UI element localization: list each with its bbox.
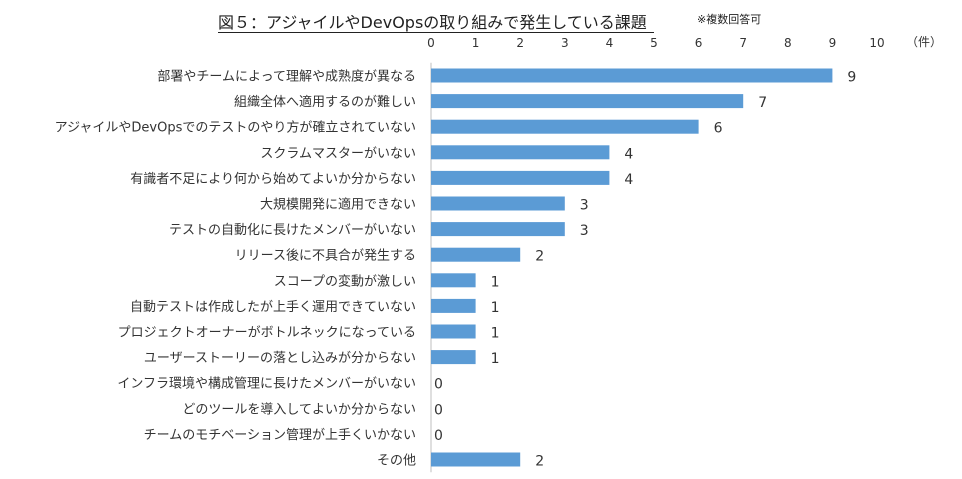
data-label: 2 — [535, 454, 544, 470]
x-tick-label: 5 — [650, 36, 658, 50]
data-label: 3 — [580, 223, 589, 239]
x-tick-label: 4 — [606, 36, 614, 50]
data-label: 0 — [434, 428, 443, 444]
data-label: 4 — [624, 146, 633, 162]
category-labels: 部署やチームによって理解や成熟度が異なる組織全体へ適用するのが難しいアジャイルや… — [55, 69, 416, 469]
bar — [431, 170, 610, 185]
category-label: その他 — [377, 454, 416, 469]
bar — [431, 222, 565, 237]
category-label: プロジェクトオーナーがボトルネックになっている — [118, 326, 416, 341]
data-label: 3 — [580, 198, 589, 214]
category-label: 有識者不足により何から始めてよいか分からない — [130, 171, 416, 187]
data-label: 1 — [491, 300, 500, 316]
bar — [431, 452, 521, 467]
category-label: どのツールを導入してよいか分からない — [182, 402, 416, 417]
bar — [431, 145, 610, 160]
category-label: アジャイルやDevOpsでのテストのやり方が確立されていない — [55, 120, 416, 136]
data-label: 9 — [847, 70, 856, 86]
x-tick-label: 6 — [695, 36, 703, 50]
data-label: 4 — [624, 172, 633, 188]
x-tick-label: 1 — [472, 36, 480, 50]
x-tick-label: 2 — [516, 36, 524, 50]
category-label: 自動テストは作成したが上手く運用できていない — [130, 300, 416, 315]
category-label: 組織全体へ適用するのが難しい — [234, 94, 416, 110]
category-label: リリース後に不具合が発生する — [235, 249, 416, 264]
data-label: 0 — [434, 402, 443, 418]
x-tick-label: 0 — [427, 36, 435, 50]
data-label: 7 — [758, 95, 767, 111]
data-label: 6 — [714, 121, 723, 137]
category-label: スクラムマスターがいない — [260, 146, 416, 161]
bars — [431, 68, 833, 467]
data-label: 1 — [491, 351, 500, 367]
category-label: 大規模開発に適用できない — [260, 197, 416, 213]
multiple-answers-note: ※複数回答可 — [697, 13, 762, 26]
bar — [431, 324, 476, 339]
data-label: 0 — [434, 377, 443, 393]
x-axis-ticks: 0 1 2 3 4 5 6 7 8 9 10 — [427, 36, 884, 50]
data-label: 2 — [535, 249, 544, 265]
x-tick-label: 9 — [829, 36, 837, 50]
category-label: テストの自動化に長けたメンバーがいない — [169, 223, 416, 238]
data-label: 1 — [491, 326, 500, 342]
value-labels: 9 7 6 4 4 3 3 2 1 1 1 1 0 0 0 2 — [434, 70, 856, 470]
title-underline — [218, 32, 654, 33]
bar — [431, 68, 833, 83]
category-label: ユーザーストーリーの落とし込みが分からない — [144, 351, 416, 366]
x-axis-unit-label: （件） — [906, 35, 942, 49]
chart-title: 図５：アジャイルやDevOpsの取り組みで発生している課題 — [218, 13, 647, 32]
category-label: チームのモチベーション管理が上手くいかない — [144, 428, 416, 443]
x-tick-label: 7 — [739, 36, 747, 50]
bar — [431, 350, 476, 365]
x-tick-label: 8 — [784, 36, 792, 50]
bar — [431, 298, 476, 313]
x-tick-label: 10 — [869, 36, 884, 50]
bar — [431, 247, 521, 262]
category-label: スコープの変動が激しい — [274, 273, 416, 289]
bar — [431, 196, 565, 211]
data-label: 1 — [491, 274, 500, 290]
bar — [431, 119, 699, 134]
category-label: インフラ環境や構成管理に長けたメンバーがいない — [117, 377, 416, 392]
category-label: 部署やチームによって理解や成熟度が異なる — [157, 69, 416, 85]
bar — [431, 273, 476, 288]
x-tick-label: 3 — [561, 36, 569, 50]
bar — [431, 94, 744, 109]
